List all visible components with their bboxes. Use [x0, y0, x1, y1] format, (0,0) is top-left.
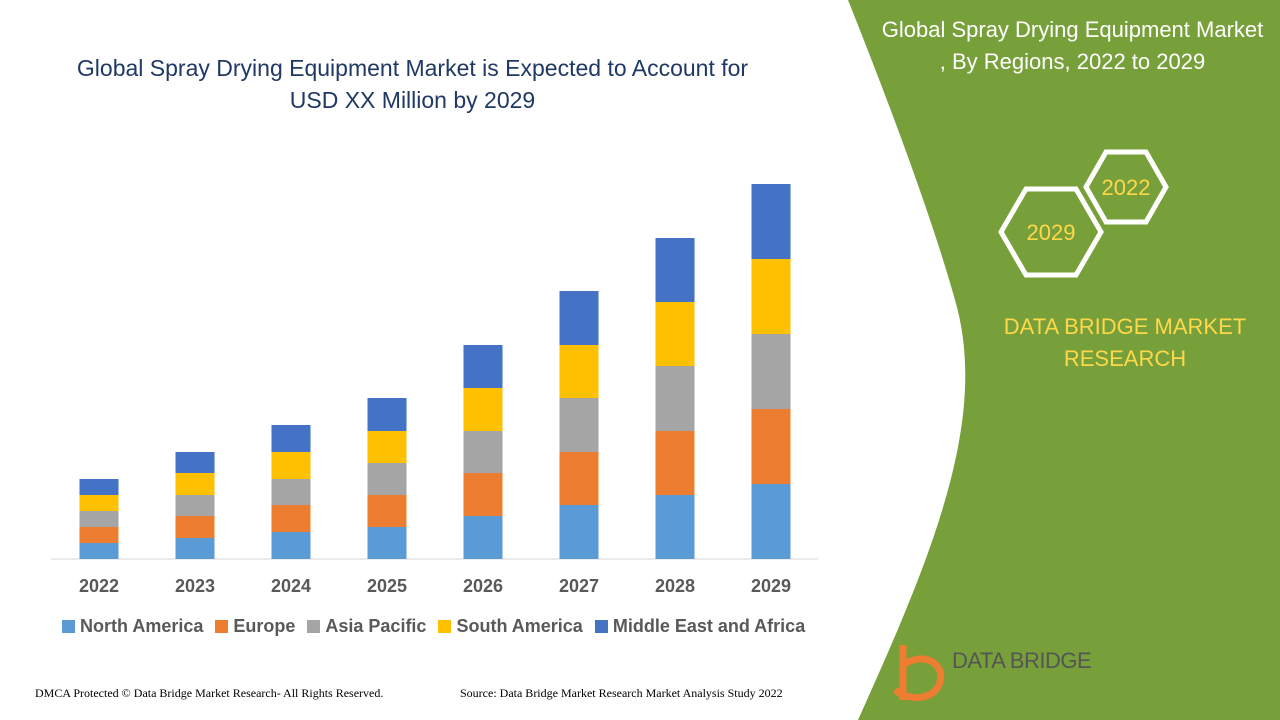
bar-segment: [367, 495, 407, 527]
legend-swatch: [438, 620, 452, 633]
legend-item: Europe: [215, 616, 295, 637]
chart-title: Global Spray Drying Equipment Market is …: [76, 55, 749, 113]
legend-swatch: [307, 620, 321, 633]
hexagon: [998, 186, 1104, 278]
bar-segment: [175, 473, 215, 495]
x-tick-label: 2022: [79, 576, 119, 596]
bar-segment: [463, 516, 503, 559]
bar-segment: [175, 495, 215, 516]
logo-icon: [892, 645, 945, 701]
bar-segment: [655, 495, 695, 559]
legend-swatch: [215, 620, 229, 633]
bar-segment: [751, 409, 791, 484]
bar-segment: [271, 505, 311, 532]
footer-right: Source: Data Bridge Market Research Mark…: [460, 686, 783, 700]
x-tick-label: 2023: [175, 576, 215, 596]
legend-label: North America: [80, 616, 204, 636]
bar-segment: [367, 463, 407, 495]
legend: North America Europe Asia Pacific South Ame…: [62, 616, 805, 637]
x-tick-label: 2027: [559, 576, 599, 596]
bar-segment: [751, 184, 791, 259]
bar-segment: [655, 366, 695, 431]
panel-title: Global Spray Drying Equipment Market , B…: [881, 17, 1264, 74]
bar-segment: [271, 532, 311, 559]
bar-segment: [559, 505, 599, 559]
bar-segment: [559, 345, 599, 398]
bar-segment: [271, 479, 311, 505]
bar-segment: [751, 334, 791, 409]
bar-segment: [655, 302, 695, 366]
bar-segment: [79, 511, 119, 527]
legend-swatch: [62, 620, 75, 633]
brand: DATA BRIDGE MARKET RESEARCH: [1003, 314, 1247, 371]
logo-text: DATA BRIDGE: [952, 648, 1092, 673]
side-panel: [848, 0, 1280, 720]
bar-segment: [655, 238, 695, 302]
bar-segment: [463, 431, 503, 473]
legend-label: Asia Pacific: [325, 616, 427, 636]
legend-item: North America: [62, 616, 203, 637]
bar-segment: [367, 527, 407, 559]
legend-label: Middle East and Africa: [612, 616, 806, 636]
hexagon: [1083, 149, 1169, 225]
bar-segment: [79, 479, 119, 495]
bar-segment: [559, 398, 599, 452]
legend-item: South America: [438, 616, 583, 637]
bar-segment: [175, 516, 215, 538]
bar-segment: [367, 431, 407, 463]
bar-segment: [367, 398, 407, 431]
bar-segment: [751, 259, 791, 334]
bar-segment: [559, 291, 599, 345]
legend-item: Asia Pacific: [307, 616, 426, 637]
x-tick-label: 2028: [655, 576, 695, 596]
bar-segment: [559, 452, 599, 505]
bar-segment: [271, 452, 311, 479]
hex-label: 2029: [1027, 220, 1076, 245]
legend-label: Europe: [233, 616, 296, 636]
bar-segment: [655, 431, 695, 495]
legend-label: South America: [456, 616, 583, 636]
bar-segment: [463, 345, 503, 388]
bar-segment: [175, 538, 215, 559]
bar-segment: [79, 527, 119, 543]
x-tick-label: 2024: [271, 576, 311, 596]
bar-segment: [79, 495, 119, 511]
x-tick-label: 2026: [463, 576, 503, 596]
bar-segment: [463, 388, 503, 431]
footer-left: DMCA Protected © Data Bridge Market Rese…: [35, 686, 384, 700]
bar-segment: [751, 484, 791, 559]
bar-segment: [271, 425, 311, 452]
bar-segment: [79, 543, 119, 559]
legend-swatch: [594, 620, 608, 633]
hex-label: 2022: [1102, 175, 1151, 200]
bar-segment: [463, 473, 503, 516]
bar-segment: [175, 452, 215, 473]
x-tick-label: 2029: [751, 576, 791, 596]
legend-item: Middle East and Africa: [594, 616, 806, 637]
x-tick-label: 2025: [367, 576, 407, 596]
